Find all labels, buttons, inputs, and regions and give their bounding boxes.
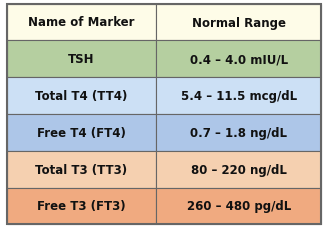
Text: 5.4 – 11.5 mcg/dL: 5.4 – 11.5 mcg/dL (181, 90, 297, 103)
Bar (156, 114, 321, 151)
Bar (156, 151, 321, 188)
Bar (7, 78, 156, 114)
Text: TSH: TSH (68, 53, 94, 66)
Text: Free T3 (FT3): Free T3 (FT3) (37, 200, 126, 213)
Bar (156, 5, 321, 41)
Bar (7, 41, 156, 78)
Bar (156, 188, 321, 224)
Text: 80 – 220 ng/dL: 80 – 220 ng/dL (191, 163, 287, 176)
Bar (7, 188, 156, 224)
Bar (156, 41, 321, 78)
Bar (7, 114, 156, 151)
Bar (7, 5, 156, 41)
Text: Name of Marker: Name of Marker (28, 16, 134, 29)
Text: Free T4 (FT4): Free T4 (FT4) (37, 126, 126, 139)
Text: Normal Range: Normal Range (192, 16, 286, 29)
Text: 260 – 480 pg/dL: 260 – 480 pg/dL (187, 200, 291, 213)
Text: Total T4 (TT4): Total T4 (TT4) (35, 90, 128, 103)
Text: 0.4 – 4.0 mIU/L: 0.4 – 4.0 mIU/L (190, 53, 288, 66)
Text: 0.7 – 1.8 ng/dL: 0.7 – 1.8 ng/dL (190, 126, 287, 139)
Bar (156, 78, 321, 114)
Text: Total T3 (TT3): Total T3 (TT3) (35, 163, 127, 176)
Bar (7, 151, 156, 188)
